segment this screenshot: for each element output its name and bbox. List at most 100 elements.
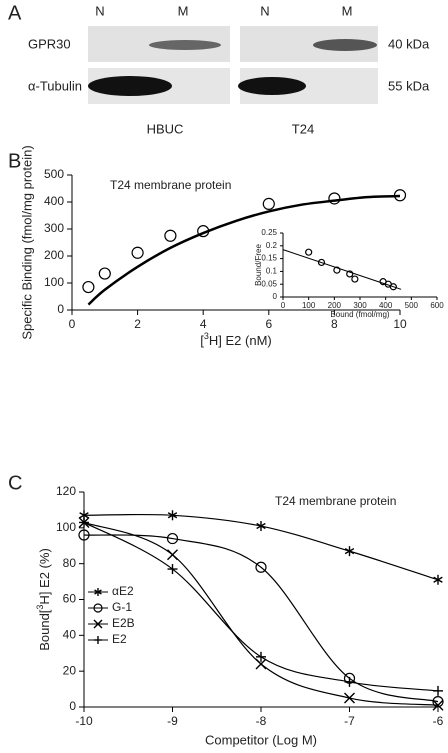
data-point	[167, 564, 178, 575]
x-tick-label: 500	[405, 301, 419, 310]
data-point	[328, 192, 341, 205]
panel-label: A	[8, 2, 22, 24]
data-point	[344, 546, 355, 557]
data-point	[93, 619, 103, 629]
data-point	[256, 521, 266, 532]
marker-stroke	[79, 512, 89, 519]
x-tick-label: 6	[265, 317, 272, 331]
size-label: 55 kDa	[388, 78, 430, 93]
western-blot: N M N M GPR30 α-Tubulin 40 kDa 55 kDa HB…	[28, 3, 430, 136]
x-axis-label: Bound (fmol/mg)	[330, 310, 389, 319]
data-point	[78, 529, 90, 541]
x-axis-label: Competitor (Log M)	[205, 732, 317, 747]
row-label: α-Tubulin	[28, 78, 82, 93]
y-tick-label: 60	[63, 592, 77, 606]
marker-stroke	[432, 699, 444, 711]
y-tick-label: 400	[44, 194, 64, 208]
label-part: 3	[35, 605, 45, 610]
label-part: 3	[204, 331, 209, 341]
marker-circle	[432, 696, 444, 708]
y-tick-label: 300	[44, 221, 64, 235]
data-point	[164, 229, 177, 242]
data-point	[433, 574, 443, 585]
x-tick-label: 300	[353, 301, 367, 310]
data-point	[131, 246, 144, 259]
data-point	[346, 270, 354, 278]
marker-circle	[305, 248, 313, 256]
x-tick-label: -8	[256, 714, 267, 728]
panel-label: B	[8, 150, 21, 172]
legend-label: G-1	[112, 600, 132, 614]
marker-circle	[197, 225, 210, 238]
data-point	[197, 225, 210, 238]
marker-circle	[333, 266, 341, 274]
x-tick-label: 4	[200, 317, 207, 331]
y-tick-label: 0.15	[261, 254, 277, 263]
label-part: [	[200, 333, 204, 348]
data-point	[255, 658, 267, 670]
marker-circle	[131, 246, 144, 259]
marker-stroke	[93, 619, 103, 629]
y-tick-label: 200	[44, 248, 64, 262]
annotation: T24 membrane protein	[275, 494, 396, 508]
cell-line-label: T24	[292, 121, 314, 136]
marker-stroke	[167, 549, 178, 561]
series-line	[83, 521, 439, 692]
marker-circle	[317, 258, 326, 267]
y-axis-label: Bound/Free	[254, 244, 263, 286]
band	[88, 76, 172, 96]
marker-stroke	[256, 522, 266, 530]
series-line	[83, 521, 439, 706]
y-tick-label: 0	[57, 302, 64, 316]
y-tick-label: 120	[56, 484, 76, 498]
axis-label: Bound[3H] E2 (%)	[35, 548, 52, 651]
y-tick-label: 100	[56, 520, 76, 534]
data-point	[256, 651, 266, 662]
marker-stroke	[94, 589, 102, 595]
lane-label: M	[178, 3, 189, 18]
x-tick-label: 600	[430, 301, 444, 310]
x-tick-label: 10	[393, 317, 407, 331]
data-point	[82, 280, 95, 294]
data-point	[167, 549, 178, 561]
marker-circle	[393, 189, 407, 202]
y-tick-label: 80	[63, 556, 77, 570]
x-tick-label: -9	[167, 714, 178, 728]
marker-stroke	[255, 658, 267, 670]
fit-curve	[87, 194, 401, 306]
marker-circle	[262, 197, 275, 210]
marker-stroke	[344, 548, 355, 555]
label-part: Bound[	[37, 609, 52, 651]
data-point	[255, 561, 267, 573]
marker-circle	[166, 532, 179, 545]
marker-stroke	[433, 576, 443, 583]
data-point	[79, 517, 89, 528]
data-point	[98, 267, 111, 280]
x-tick-label: -10	[75, 714, 93, 728]
marker-circle	[255, 561, 267, 573]
x-tick-label: 0	[69, 317, 76, 331]
y-tick-label: 0.2	[266, 241, 278, 250]
data-point	[317, 258, 326, 267]
label-part: H] E2 (nM)	[209, 333, 272, 348]
data-point	[433, 685, 443, 696]
legend-label: E2B	[112, 616, 135, 630]
panel-label: C	[8, 472, 22, 494]
data-point	[432, 696, 444, 708]
y-tick-label: 0	[273, 292, 278, 301]
label-part: H] E2 (%)	[37, 548, 52, 604]
data-point	[305, 248, 313, 256]
data-point	[344, 692, 355, 704]
lane-label: M	[342, 3, 353, 18]
y-tick-label: 100	[44, 275, 64, 289]
marker-circle	[98, 267, 111, 280]
data-point	[94, 588, 102, 596]
row-label: GPR30	[28, 36, 71, 51]
data-point	[262, 197, 275, 210]
band	[238, 77, 306, 95]
y-tick-label: 0.05	[261, 279, 277, 288]
x-tick-label: 0	[281, 301, 286, 310]
series-line	[83, 534, 439, 703]
y-axis-label: Specific Binding (fmol/mg protein)	[19, 145, 34, 339]
